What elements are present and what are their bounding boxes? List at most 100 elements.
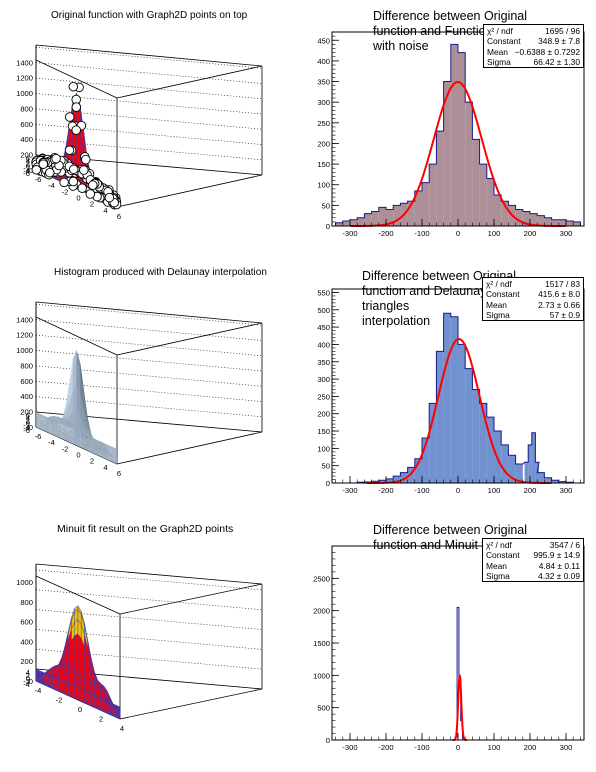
histogram-bar [551, 480, 559, 483]
surface-cell [109, 452, 114, 457]
frame-edge [116, 322, 263, 356]
surface-cell [94, 440, 99, 447]
hist-title: Difference between Original function and… [373, 9, 533, 54]
surface-cell [109, 450, 114, 455]
surface-cell [43, 426, 47, 429]
histogram-bar [443, 313, 451, 483]
frame-edge [116, 431, 263, 465]
y-tick-label: 6 [26, 411, 30, 420]
surface-cell [109, 449, 114, 453]
surface-cell [58, 436, 62, 439]
surface-cell [113, 457, 117, 460]
surface-cell [36, 416, 40, 419]
z-tick-label: 400 [20, 392, 33, 401]
y-tick-label: 2 [26, 416, 30, 425]
y-tick-label: 50 [322, 462, 330, 471]
frame-edge [116, 65, 263, 99]
x-tick-label: -300 [342, 743, 357, 752]
histogram-bar [472, 139, 480, 226]
grid-line [35, 334, 263, 357]
histogram-bar [524, 462, 529, 483]
surface-cell [87, 439, 92, 447]
surface-cell [72, 360, 77, 391]
surface-cell [65, 430, 70, 434]
surface-cell [36, 425, 40, 428]
surface-cell [98, 454, 103, 457]
y-tick-label: -4 [23, 680, 30, 689]
z-tick-label: 200 [20, 408, 33, 417]
surface-cell [39, 418, 44, 420]
surface-cell [43, 417, 47, 420]
surface-cell [91, 449, 95, 454]
surface-cell [39, 423, 44, 426]
surface-cell [36, 420, 40, 423]
surface-cell [61, 423, 66, 426]
histogram-bar [544, 217, 552, 226]
surface-cell [109, 450, 114, 455]
grid-line [35, 47, 263, 69]
x-tick-label: 100 [488, 743, 501, 752]
x-tick-label: -100 [414, 486, 429, 495]
surface-cell [39, 419, 44, 420]
surface-cell [65, 403, 70, 422]
surface-cell [65, 383, 70, 410]
surface-cell [113, 459, 117, 462]
histogram-bar [515, 463, 523, 483]
hist-title-line-2: function and Minuit fit [373, 538, 492, 552]
surface-cell [36, 416, 40, 419]
graph2d-point [79, 165, 89, 175]
surface-cell [102, 443, 106, 446]
surface-cell [69, 433, 73, 436]
surface-cell [69, 390, 73, 417]
surface-cell [39, 419, 44, 421]
y-tick-label: 350 [317, 358, 330, 367]
surface-cell [109, 454, 114, 459]
x-tick-label: -300 [342, 229, 357, 238]
surface-cell [76, 360, 81, 394]
surface-cell [61, 435, 66, 439]
surface-cell [106, 456, 110, 460]
histogram-bar [501, 444, 509, 483]
surface-cell [50, 418, 55, 422]
surface-cell [54, 420, 59, 423]
frame-edge [116, 174, 263, 208]
surface-cell [64, 672, 69, 678]
surface-cell [94, 452, 99, 455]
surface-cell [83, 395, 88, 427]
surface-cell [47, 420, 51, 423]
surface-cell [102, 444, 106, 447]
y-tick-label: 350 [317, 78, 330, 87]
surface-cell [47, 419, 51, 421]
surface-cell [36, 418, 40, 420]
histogram-bar [494, 195, 502, 226]
stats-row: Sigma 4.32 ± 0.09 [486, 570, 580, 581]
surface-cell [43, 416, 47, 419]
surface-cell [91, 438, 95, 442]
surface-cell [94, 441, 99, 442]
surface-cell [109, 453, 114, 458]
y-tick-label: 0 [26, 674, 30, 683]
x-tick-label: 2 [90, 457, 94, 466]
surface-cell [83, 431, 88, 435]
plot-title: Original function with Graph2D points on… [51, 10, 248, 21]
plot-title: Histogram produced with Delaunay interpo… [54, 267, 267, 278]
grid-line [35, 139, 263, 161]
surface-cell [76, 426, 81, 430]
graph2d-point [85, 189, 96, 199]
surface-cell [109, 456, 114, 459]
surface-cell [87, 434, 92, 438]
surface-cell [69, 368, 73, 404]
surface-cell [106, 447, 110, 450]
grid-line [35, 380, 263, 402]
graph2d-point [81, 154, 91, 165]
y-tick-label: -4 [23, 167, 30, 176]
histogram-bar [436, 351, 444, 483]
surface-cell [102, 443, 106, 451]
histogram-bar [537, 215, 545, 226]
histogram-bar [528, 444, 532, 483]
surface-cell [72, 424, 77, 428]
surface-cell [102, 444, 106, 447]
y-tick-label: 50 [322, 201, 330, 210]
stats-row: Constant 995.9 ± 14.9 [486, 550, 580, 561]
y-tick-label: 2500 [313, 574, 330, 583]
